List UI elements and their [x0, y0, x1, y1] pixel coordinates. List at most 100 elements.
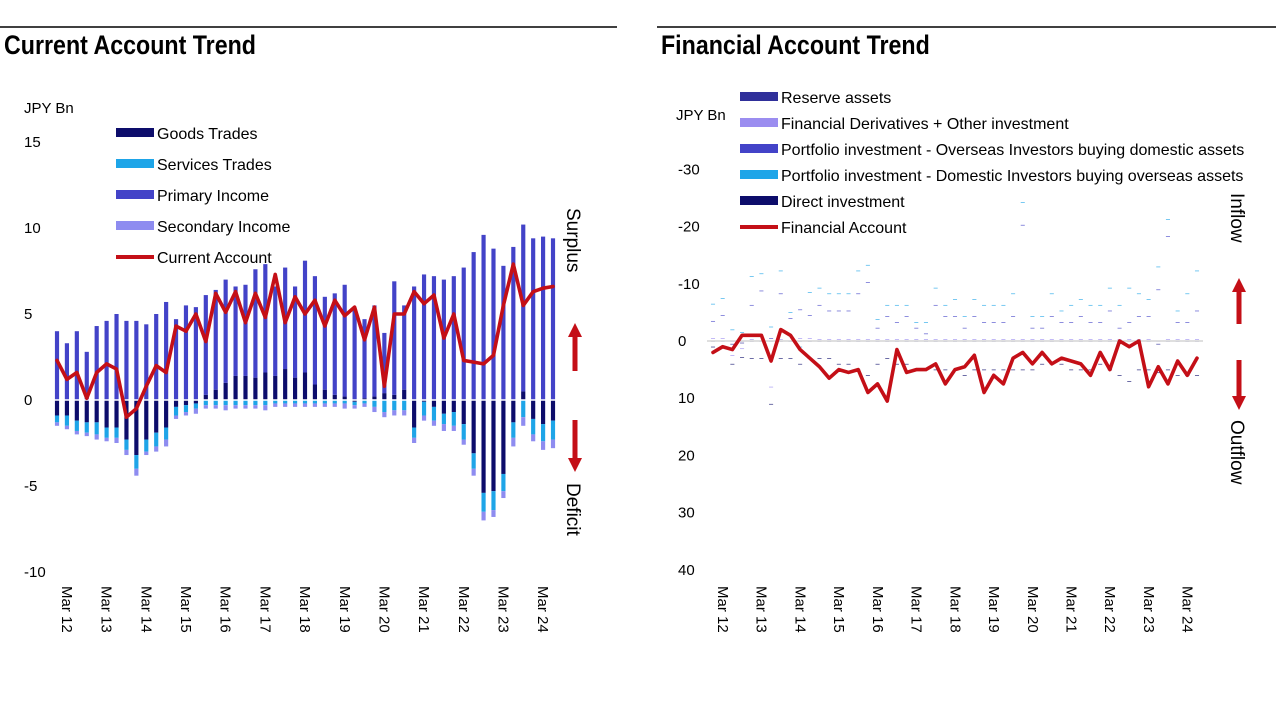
bar-segment: [273, 286, 278, 376]
bar-segment: [243, 375, 248, 400]
bar-segment: [352, 401, 357, 406]
bar-segment: [74, 331, 79, 400]
arrow-down-shaft: [1236, 360, 1242, 396]
bar-segment: [431, 420, 437, 426]
bar-segment: [392, 394, 397, 400]
bar-segment: [865, 282, 870, 283]
legend-label: Portfolio investment - Domestic Investor…: [781, 168, 1243, 185]
bar-segment: [894, 363, 899, 365]
bar-segment: [1001, 304, 1006, 306]
bar-segment: [104, 437, 109, 442]
bar-segment: [382, 332, 387, 394]
bar-segment: [521, 224, 526, 392]
bar-segment: [501, 473, 506, 492]
bar-segment: [183, 405, 189, 413]
bar-segment: [807, 338, 812, 339]
bar-segment: [531, 238, 536, 400]
bar-segment: [1146, 339, 1151, 340]
bar-segment: [501, 400, 506, 474]
arrow-down-icon: [1232, 396, 1246, 410]
bar-segment: [769, 326, 774, 328]
bar-segment: [402, 410, 407, 416]
bar-segment: [223, 400, 228, 406]
bar-segment: [1011, 369, 1016, 371]
series-line-current-account: [55, 262, 555, 420]
bar-segment: [173, 319, 179, 400]
bar-segment: [392, 281, 397, 395]
bar-segment: [441, 400, 446, 414]
bar-segment: [1098, 322, 1103, 323]
bar-segment: [312, 384, 318, 400]
bar-segment: [749, 358, 754, 359]
bar-segment: [352, 405, 357, 409]
bar-segment: [481, 511, 486, 521]
arrow-down-shaft: [572, 420, 578, 458]
bar-segment: [134, 320, 139, 400]
bar-segment: [183, 412, 189, 416]
legend-label: Financial Account: [781, 220, 907, 237]
bar-segment: [233, 286, 238, 376]
bar-segment: [94, 434, 99, 440]
bar-segment: [273, 400, 278, 404]
bar-segment: [982, 322, 987, 323]
bar-segment: [904, 363, 909, 365]
bar-segment: [749, 339, 754, 340]
bar-segment: [213, 405, 218, 409]
bar-segment: [769, 386, 774, 388]
bar-segment: [421, 274, 427, 400]
bar-segment: [1088, 322, 1093, 323]
bar-segment: [807, 292, 812, 293]
bar-segment: [342, 284, 347, 397]
legend-label: Goods Trades: [157, 126, 258, 143]
bar-segment: [550, 439, 556, 449]
bar-segment: [451, 425, 456, 431]
bar-segment: [84, 432, 89, 437]
x-tick-label: Mar 14: [791, 586, 808, 633]
bar-segment: [312, 403, 318, 407]
bar-segment: [392, 400, 397, 411]
bar-segment: [134, 400, 139, 456]
bar-segment: [521, 400, 526, 418]
bar-segment: [441, 424, 446, 431]
x-tick-label: Mar 14: [137, 586, 154, 633]
legend-swatch: [116, 159, 154, 168]
bar-segment: [1194, 270, 1200, 272]
bar-segment: [914, 339, 919, 340]
bar-segment: [412, 437, 417, 443]
y-tick-label: 10: [678, 390, 695, 407]
bar-segment: [1059, 363, 1064, 365]
bar-segment: [1011, 293, 1016, 295]
bar-segment: [302, 400, 308, 404]
bar-segment: [952, 299, 958, 300]
x-tick-label: Mar 16: [217, 586, 234, 633]
bar-segment: [1069, 339, 1074, 340]
bar-segment: [836, 339, 841, 340]
legend-swatch: [116, 190, 154, 199]
bar-segment: [412, 400, 417, 428]
legend-label: Reserve assets: [781, 90, 891, 107]
bar-segment: [1030, 339, 1035, 340]
bar-segment: [1156, 266, 1161, 268]
bar-segment: [865, 264, 870, 266]
bar-segment: [1001, 322, 1006, 323]
bar-segment: [372, 396, 377, 400]
chart-title-financial-account: Financial Account Trend: [661, 30, 930, 60]
bar-segment: [491, 248, 496, 400]
bar-segment: [293, 400, 298, 404]
bar-segment: [856, 293, 861, 295]
bar-segment: [952, 316, 958, 317]
bar-segment: [332, 293, 337, 395]
bar-segment: [550, 420, 556, 440]
bar-segment: [64, 415, 70, 426]
bar-segment: [451, 400, 456, 413]
bar-segment: [233, 405, 238, 409]
annotation-down: Deficit: [562, 483, 583, 537]
bar-segment: [836, 310, 841, 312]
bar-segment: [84, 422, 89, 433]
bar-segment: [788, 312, 793, 313]
bar-segment: [1088, 339, 1093, 340]
bar-segment: [193, 403, 198, 409]
bar-segment: [154, 400, 159, 433]
bar-segment: [283, 369, 288, 400]
annotation-up: Surplus: [562, 208, 583, 272]
